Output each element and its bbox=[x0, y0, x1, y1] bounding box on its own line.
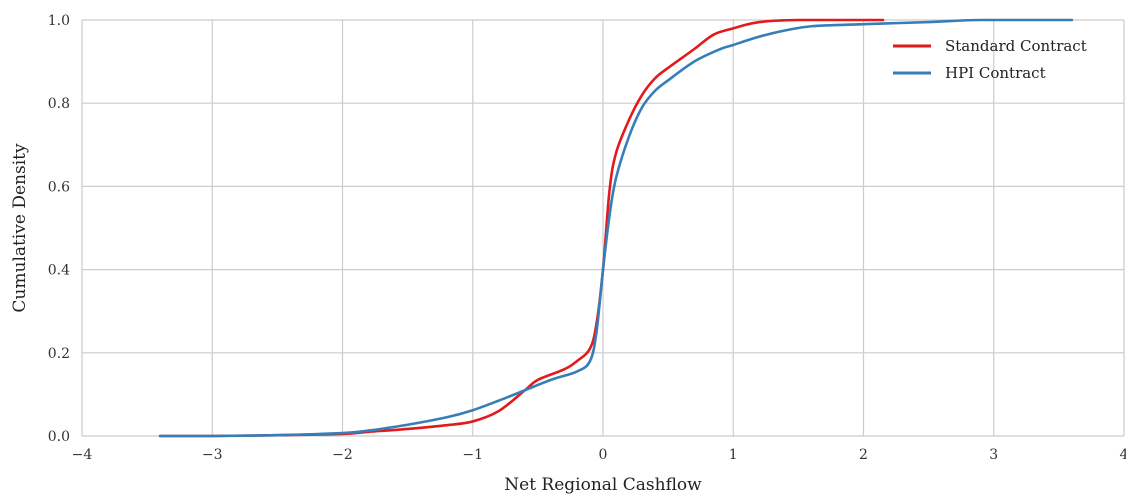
x-tick-label: −2 bbox=[332, 447, 353, 463]
series-line-hpi-contract bbox=[158, 18, 1074, 438]
y-axis-label: Cumulative Density bbox=[10, 143, 30, 313]
legend: Standard Contract HPI Contract bbox=[893, 37, 1087, 82]
y-axis-ticks: 0.0 0.2 0.4 0.6 0.8 1.0 bbox=[48, 13, 70, 445]
y-tick-label: 0.2 bbox=[48, 346, 70, 362]
x-axis-ticks: −4 −3 −2 −1 0 1 2 3 4 bbox=[72, 447, 1126, 463]
x-tick-label: −3 bbox=[202, 447, 223, 463]
x-tick-label: 1 bbox=[729, 447, 738, 463]
series-lines bbox=[158, 18, 1074, 438]
x-tick-label: 0 bbox=[599, 447, 608, 463]
y-tick-label: 1.0 bbox=[48, 13, 70, 29]
grid-lines bbox=[81, 19, 1125, 437]
y-tick-label: 0.6 bbox=[48, 179, 70, 195]
y-tick-label: 0.0 bbox=[48, 429, 70, 445]
y-tick-label: 0.8 bbox=[48, 96, 70, 112]
series-line-standard-contract bbox=[158, 18, 885, 438]
x-tick-label: −4 bbox=[72, 447, 93, 463]
x-tick-label: 2 bbox=[859, 447, 868, 463]
legend-label-standard-contract: Standard Contract bbox=[945, 37, 1087, 55]
x-axis-label: Net Regional Cashflow bbox=[504, 475, 702, 495]
legend-label-hpi-contract: HPI Contract bbox=[945, 64, 1046, 82]
x-tick-label: −1 bbox=[462, 447, 483, 463]
x-tick-label: 4 bbox=[1120, 447, 1126, 463]
x-tick-label: 3 bbox=[989, 447, 998, 463]
y-tick-label: 0.4 bbox=[48, 263, 70, 279]
